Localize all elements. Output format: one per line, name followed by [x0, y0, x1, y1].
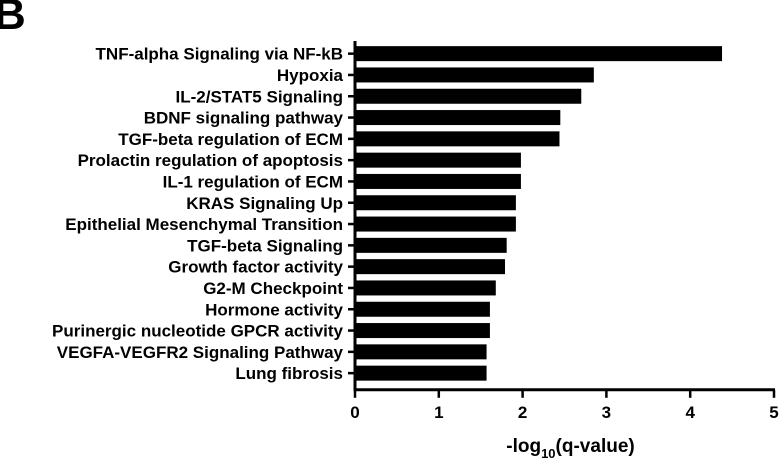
category-label: Prolactin regulation of apoptosis [78, 151, 343, 170]
category-label: TGF-beta regulation of ECM [118, 130, 343, 149]
category-label: G2-M Checkpoint [203, 279, 343, 298]
category-label: Hormone activity [205, 300, 343, 319]
category-label: Lung fibrosis [235, 364, 343, 383]
x-title-main: -log [506, 436, 541, 457]
category-label: IL-2/STAT5 Signaling [176, 87, 344, 106]
bar [355, 110, 561, 126]
bar [355, 152, 521, 168]
x-title-tail: (q-value) [556, 436, 635, 457]
category-labels: TNF-alpha Signaling via NF-kB Hypoxia IL-2… [52, 45, 355, 383]
bar [355, 323, 490, 339]
x-tick-label: 3 [602, 403, 611, 422]
category-label: IL-1 regulation of ECM [163, 172, 343, 191]
category-label: KRAS Signaling Up [186, 194, 343, 213]
category-label: Hypoxia [277, 66, 344, 85]
x-tick-label: 5 [769, 403, 778, 422]
bar [355, 195, 516, 211]
category-label: TNF-alpha Signaling via NF-kB [96, 45, 343, 64]
bar [355, 344, 487, 360]
x-ticks: 0 1 2 3 4 5 [350, 389, 779, 422]
bar [355, 46, 723, 62]
bar [355, 259, 506, 275]
panel-letter: B [0, 0, 26, 39]
x-tick-label: 4 [685, 403, 695, 422]
bar [355, 131, 560, 147]
category-label: VEGFA-VEGFR2 Signaling Pathway [57, 343, 344, 362]
x-tick-label: 1 [434, 403, 443, 422]
x-tick-label: 0 [350, 403, 359, 422]
category-label: Purinergic nucleotide GPCR activity [52, 322, 344, 341]
bar [355, 173, 521, 189]
bar [355, 280, 496, 296]
bar [355, 237, 507, 253]
x-tick-label: 2 [518, 403, 527, 422]
bars-group [355, 46, 723, 381]
category-label: TGF-beta Signaling [187, 236, 343, 255]
x-axis-title: -log10(q-value) [506, 436, 634, 461]
bar [355, 67, 594, 83]
x-title-sub: 10 [541, 446, 555, 461]
bar [355, 88, 582, 104]
bar [355, 216, 516, 232]
category-label: BDNF signaling pathway [144, 109, 344, 128]
bar [355, 365, 487, 381]
category-label: Epithelial Mesenchymal Transition [65, 215, 343, 234]
bar [355, 301, 490, 317]
category-label: Growth factor activity [168, 258, 343, 277]
